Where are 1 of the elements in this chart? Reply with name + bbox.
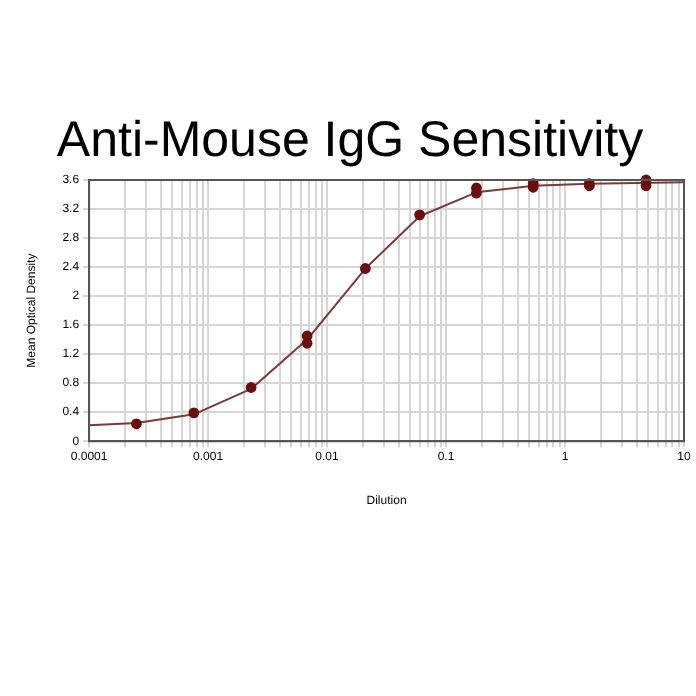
chart-title: Anti-Mouse IgG Sensitivity [56,111,645,168]
